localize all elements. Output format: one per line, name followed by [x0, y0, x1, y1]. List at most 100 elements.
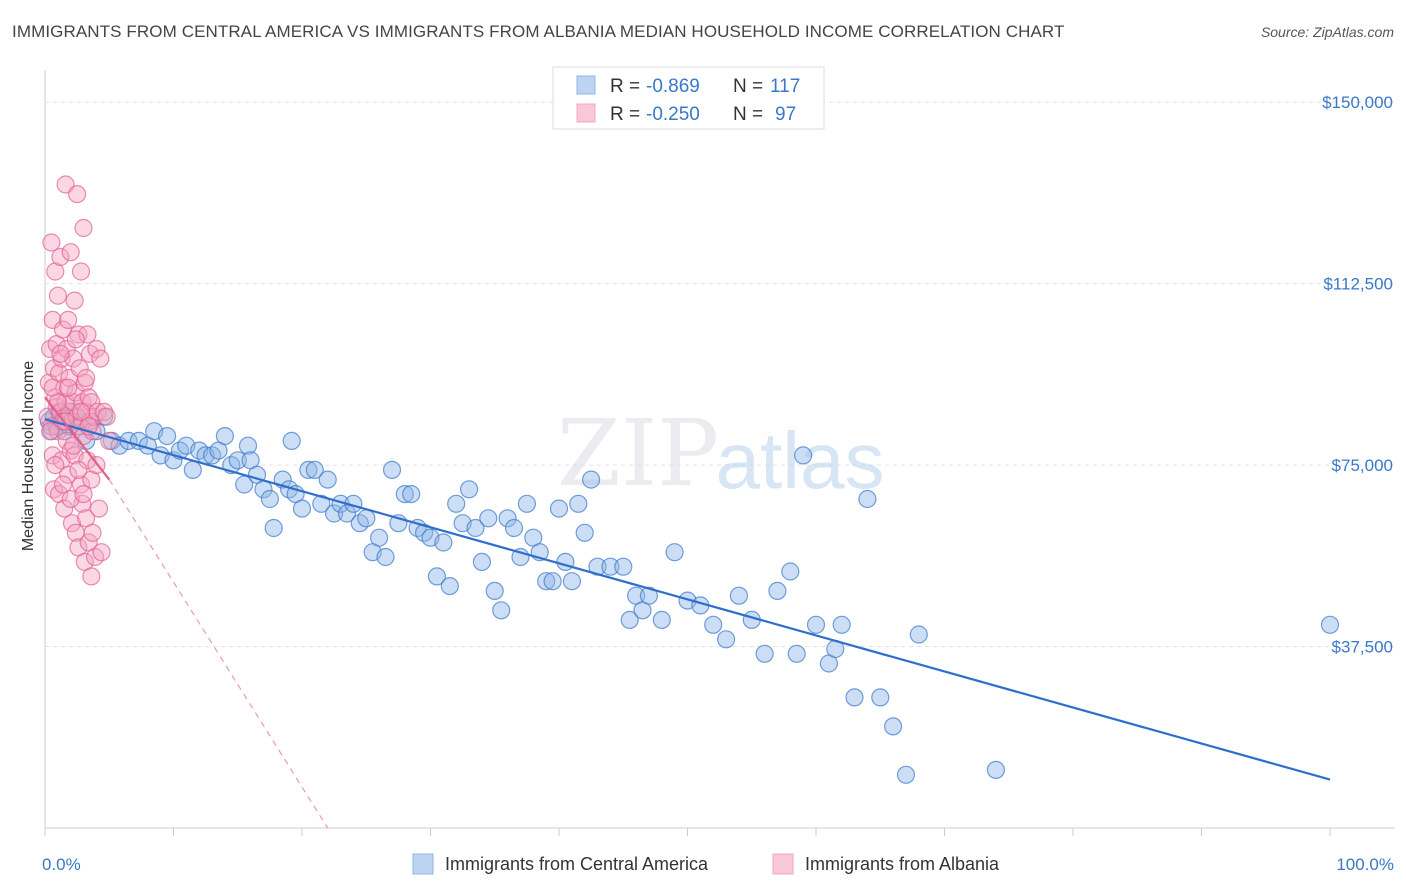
point-central-america-78	[492, 601, 511, 620]
point-albania-85	[53, 475, 73, 494]
point-central-america-77	[485, 581, 504, 601]
point-central-america-57	[357, 509, 376, 528]
point-albania-39	[65, 291, 84, 310]
point-albania-30	[58, 465, 78, 484]
point-albania-75	[91, 349, 110, 368]
point-albania-76	[92, 543, 111, 562]
point-albania-13	[48, 286, 68, 305]
legend-top: R = -0.869 N = 117 R = -0.250 N = 97	[552, 66, 825, 130]
point-central-america-41	[260, 489, 279, 509]
point-albania-29	[58, 310, 78, 329]
point-central-america-24	[158, 427, 177, 446]
point-central-america-96	[620, 610, 639, 630]
point-central-america-54	[337, 504, 357, 523]
point-central-america-92	[581, 470, 601, 489]
source-credit: Source: ZipAtlas.com	[1260, 24, 1394, 40]
trend-line-central-america	[44, 418, 1331, 781]
point-albania-68	[83, 523, 102, 542]
point-albania-74	[89, 499, 109, 518]
point-albania-84	[51, 344, 70, 363]
point-albania-93	[74, 485, 93, 504]
point-central-america-64	[402, 485, 421, 504]
point-central-america-120	[883, 717, 903, 736]
trend-line-albania-extension	[108, 479, 329, 829]
point-central-america-82	[517, 494, 537, 513]
legend-swatch-albania	[576, 103, 596, 123]
point-central-america-37	[238, 436, 258, 455]
point-albania-87	[58, 378, 78, 397]
y-tick-labels: $37,500 $75,000 $112,500 $150,000	[1322, 93, 1393, 656]
point-central-america-73	[460, 480, 479, 499]
point-albania-83	[48, 393, 68, 412]
grid-lines	[45, 101, 1395, 648]
point-central-america-60	[376, 547, 395, 567]
point-central-america-89	[562, 572, 582, 591]
point-central-america-109	[768, 581, 787, 601]
point-central-america-35	[228, 451, 247, 470]
point-albania-91	[69, 460, 88, 479]
point-central-america-76	[479, 509, 498, 528]
point-albania-33	[61, 243, 80, 262]
point-central-america-99	[639, 586, 659, 605]
watermark-zip: ZIP	[557, 400, 719, 507]
point-central-america-101	[665, 543, 684, 562]
point-central-america-100	[652, 610, 671, 630]
trend-line-albania	[44, 396, 111, 481]
chart-title: IMMIGRANTS FROM CENTRAL AMERICA VS IMMIG…	[12, 22, 1065, 41]
y-tick-label-1: $75,000	[1332, 456, 1393, 475]
point-central-america-49	[305, 460, 324, 479]
point-albania-82	[46, 456, 65, 475]
point-albania-59	[78, 325, 97, 344]
point-central-america-124	[1320, 615, 1340, 634]
point-albania-50	[71, 262, 91, 281]
legend-bottom-swatch-albania	[772, 853, 794, 875]
point-albania-96	[82, 567, 101, 586]
legend-bottom-label-central-america: Immigrants from Central America	[445, 854, 709, 874]
point-albania-77	[94, 402, 114, 421]
point-central-america-90	[569, 494, 588, 513]
point-albania-61	[79, 388, 98, 407]
point-central-america-42	[264, 518, 283, 538]
point-albania-36	[62, 514, 82, 533]
point-albania-43	[67, 185, 87, 204]
legend-r-label-2: R =	[610, 104, 640, 125]
point-central-america-91	[575, 523, 594, 542]
point-central-america-28	[183, 460, 202, 479]
legend-bottom-swatch-central-america	[412, 853, 434, 875]
point-albania-3	[42, 233, 61, 252]
point-central-america-59	[370, 528, 389, 547]
point-central-america-116	[832, 615, 851, 634]
legend-top-box	[552, 66, 825, 130]
point-central-america-47	[292, 499, 312, 518]
point-albania-48	[70, 359, 89, 378]
point-central-america-70	[440, 576, 459, 596]
point-central-america-50	[312, 494, 331, 513]
point-albania-24	[55, 499, 74, 518]
point-central-america-61	[382, 460, 402, 479]
point-central-america-74	[466, 518, 485, 538]
point-central-america-117	[845, 688, 864, 707]
legend-bottom-label-albania: Immigrants from Albania	[805, 854, 1000, 874]
point-central-america-121	[896, 765, 916, 784]
trend-lines	[44, 396, 1331, 829]
point-central-america-33	[215, 427, 234, 446]
y-tick-label-2: $112,500	[1323, 275, 1393, 294]
point-albania-94	[76, 368, 96, 388]
y-tick-label-3: $150,000	[1322, 93, 1393, 112]
y-axis-label: Median Household Income	[20, 361, 37, 551]
x-tick-label-max: 100.0%	[1336, 855, 1394, 874]
point-albania-18	[51, 247, 70, 267]
point-central-america-48	[299, 460, 318, 479]
point-albania-53	[74, 218, 93, 238]
point-central-america-94	[601, 557, 620, 576]
point-albania-52	[73, 494, 92, 513]
point-central-america-111	[787, 644, 806, 663]
point-central-america-68	[427, 567, 446, 586]
legend-r-value-1: -0.869	[646, 76, 700, 97]
point-central-america-119	[871, 688, 890, 707]
legend-n-label-2: N =	[733, 104, 763, 125]
point-albania-92	[71, 402, 91, 421]
point-central-america-122	[909, 625, 928, 644]
point-central-america-69	[434, 533, 453, 552]
